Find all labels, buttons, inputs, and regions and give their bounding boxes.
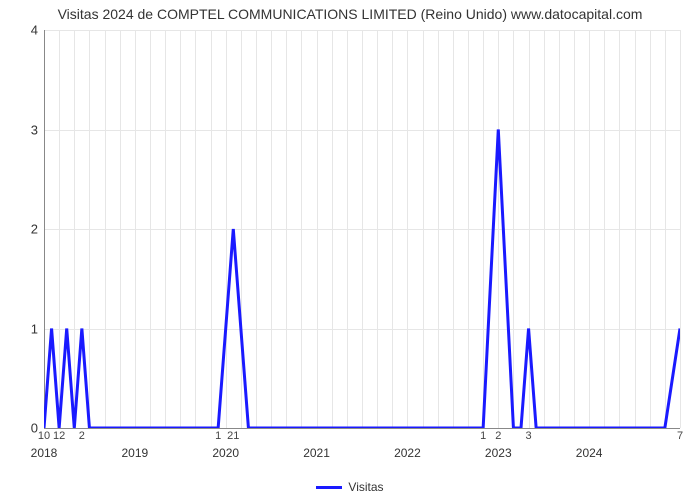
point-label: 1 <box>215 430 221 442</box>
plot-area <box>44 30 680 428</box>
y-tick-label: 2 <box>22 222 38 237</box>
point-label: 7 <box>677 430 683 442</box>
x-tick-label: 2022 <box>394 446 421 460</box>
chart-container: { "chart": { "type": "line", "title": "V… <box>0 0 700 500</box>
point-label: 10 <box>38 430 50 442</box>
y-tick-label: 1 <box>22 321 38 336</box>
line-series <box>44 30 680 428</box>
x-tick-label: 2020 <box>212 446 239 460</box>
point-label: 2 <box>495 430 501 442</box>
legend: Visitas <box>0 480 700 494</box>
point-label: 1 <box>480 430 486 442</box>
legend-swatch <box>316 486 342 489</box>
y-tick-label: 0 <box>22 421 38 436</box>
x-tick-label: 2019 <box>121 446 148 460</box>
point-label: 2 <box>79 430 85 442</box>
point-label: 3 <box>526 430 532 442</box>
point-label: 12 <box>53 430 65 442</box>
x-tick-label: 2024 <box>576 446 603 460</box>
y-tick-label: 4 <box>22 23 38 38</box>
y-tick-label: 3 <box>22 122 38 137</box>
chart-title: Visitas 2024 de COMPTEL COMMUNICATIONS L… <box>0 6 700 22</box>
point-label: 21 <box>227 430 239 442</box>
x-tick-label: 2021 <box>303 446 330 460</box>
legend-label: Visitas <box>348 480 383 494</box>
x-tick-label: 2023 <box>485 446 512 460</box>
x-tick-label: 2018 <box>31 446 58 460</box>
